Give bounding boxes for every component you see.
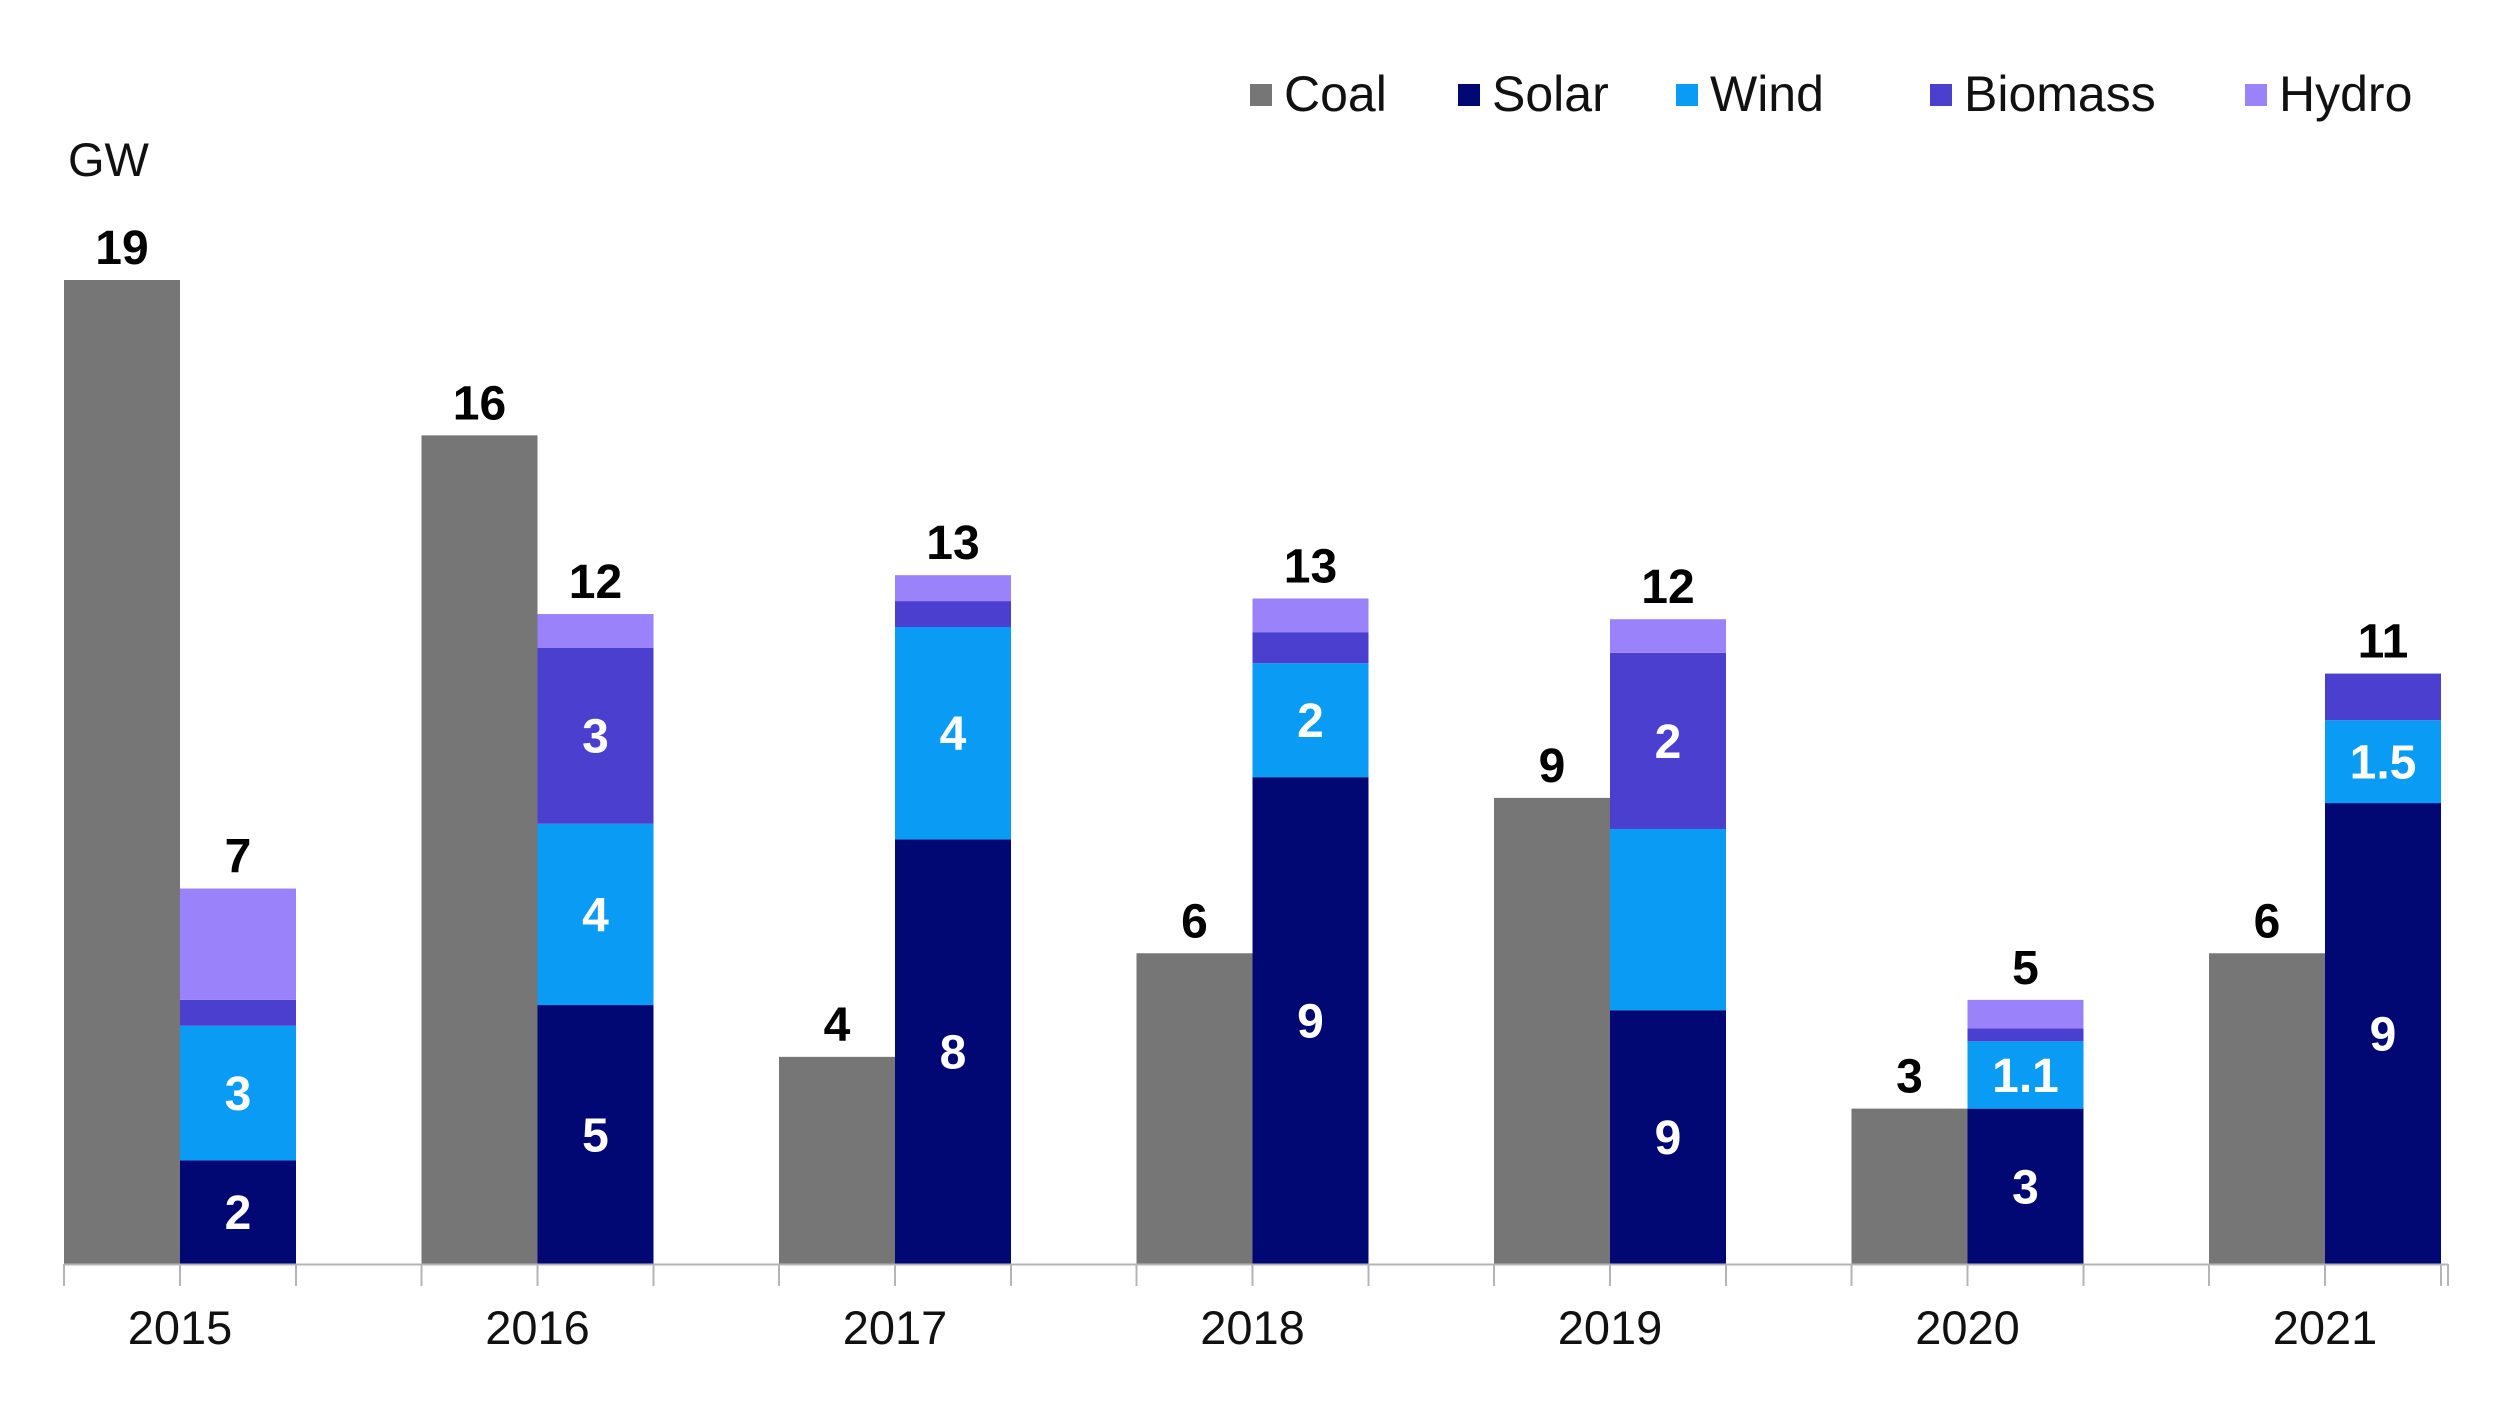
label-coal-2015: 19 <box>95 222 148 275</box>
label-biomass-2016: 3 <box>582 711 609 764</box>
label-solar-2017: 8 <box>940 1027 967 1080</box>
label-total-2019: 12 <box>1641 561 1694 614</box>
tick-label-2016: 2016 <box>485 1301 590 1354</box>
label-solar-2021: 9 <box>2370 1009 2397 1062</box>
bar-wind-2015 <box>180 1025 296 1161</box>
bar-hydro-2018 <box>1252 598 1369 633</box>
legend-swatch-wind <box>1676 84 1698 106</box>
bar-wind-2018 <box>1252 663 1369 778</box>
bar-hydro-2020 <box>1967 999 2084 1029</box>
bar-coal-2018 <box>1136 953 1253 1264</box>
label-coal-2016: 16 <box>453 377 506 430</box>
legend-label-wind: Wind <box>1710 66 1824 122</box>
legend-swatch-biomass <box>1930 84 1952 106</box>
x-axis: 2015 2016 2017 2018 2019 2020 2021 <box>63 1263 2449 1354</box>
bar-coal-2017 <box>779 1056 895 1264</box>
legend-label-solar: Solar <box>1492 66 1609 122</box>
y-unit-label: GW <box>68 133 150 186</box>
bar-wind-2019 <box>1610 828 1726 1011</box>
legend-label-hydro: Hydro <box>2279 66 2412 122</box>
label-total-2017: 13 <box>926 517 979 570</box>
legend-label-coal: Coal <box>1284 66 1387 122</box>
bar-coal-2021 <box>2209 953 2325 1264</box>
bar-coal-2015 <box>64 280 180 1264</box>
bar-coal-2016 <box>421 435 538 1264</box>
bar-biomass-2018 <box>1252 632 1369 664</box>
label-coal-2018: 6 <box>1181 895 1208 948</box>
label-coal-2019: 9 <box>1539 740 1566 793</box>
legend: Coal Solar Wind Biomass Hydro <box>1250 66 2412 122</box>
tick-label-2020: 2020 <box>1915 1301 2020 1354</box>
label-solar-2018: 9 <box>1297 996 1324 1049</box>
bar-solar-2020 <box>1967 1108 2084 1264</box>
legend-swatch-hydro <box>2245 84 2267 106</box>
bar-solar-2019 <box>1610 1010 1726 1264</box>
label-total-2020: 5 <box>2012 942 2039 995</box>
label-biomass-2019: 2 <box>1655 716 1682 769</box>
label-total-2016: 12 <box>569 556 622 609</box>
bar-wind-2017 <box>895 626 1011 840</box>
bar-hydro-2019 <box>1610 619 1726 653</box>
tick-label-2017: 2017 <box>843 1301 948 1354</box>
bar-biomass-2017 <box>895 601 1011 627</box>
bars: 19 2 3 7 16 5 4 3 12 4 8 4 13 6 9 2 13 9 9 2 12 3 3 1.1 5 6 9 1.5 11 <box>64 222 2441 1264</box>
bar-coal-2020 <box>1851 1108 1968 1264</box>
label-coal-2017: 4 <box>824 999 851 1052</box>
bar-biomass-2020 <box>1967 1028 2084 1042</box>
label-wind-2015: 3 <box>225 1068 252 1121</box>
legend-swatch-solar <box>1458 84 1480 106</box>
label-wind-2021: 1.5 <box>2350 737 2417 790</box>
label-total-2021: 11 <box>2358 616 2409 669</box>
label-total-2015: 7 <box>225 831 252 884</box>
legend-swatch-coal <box>1250 84 1272 106</box>
bar-biomass-2019 <box>1610 652 1726 829</box>
label-total-2018: 13 <box>1284 541 1337 594</box>
label-solar-2020: 3 <box>2012 1161 2039 1214</box>
bar-wind-2016 <box>537 823 654 1006</box>
tick-label-2019: 2019 <box>1558 1301 1663 1354</box>
legend-label-biomass: Biomass <box>1964 66 2156 122</box>
bar-wind-2021 <box>2325 720 2441 804</box>
bar-hydro-2015 <box>180 888 296 1000</box>
tick-label-2018: 2018 <box>1200 1301 1305 1354</box>
label-wind-2020: 1.1 <box>1992 1050 2059 1103</box>
bar-biomass-2015 <box>180 999 296 1026</box>
bar-solar-2018 <box>1252 777 1369 1264</box>
label-wind-2017: 4 <box>940 708 967 761</box>
bar-biomass-2021 <box>2325 673 2441 721</box>
tick-label-2021: 2021 <box>2273 1301 2378 1354</box>
label-wind-2018: 2 <box>1297 695 1324 748</box>
bar-solar-2021 <box>2325 803 2441 1264</box>
bar-hydro-2017 <box>895 575 1011 602</box>
bar-biomass-2016 <box>537 647 654 824</box>
label-solar-2016: 5 <box>582 1110 609 1163</box>
label-solar-2019: 9 <box>1655 1112 1682 1165</box>
bar-hydro-2016 <box>537 614 654 648</box>
bar-coal-2019 <box>1494 797 1610 1264</box>
label-coal-2020: 3 <box>1896 1051 1923 1104</box>
bar-solar-2017 <box>895 839 1011 1264</box>
bar-wind-2020 <box>1967 1041 2084 1109</box>
label-solar-2015: 2 <box>225 1187 252 1240</box>
bar-solar-2016 <box>537 1005 654 1264</box>
tick-label-2015: 2015 <box>128 1301 233 1354</box>
label-coal-2021: 6 <box>2254 895 2281 948</box>
bar-solar-2015 <box>180 1160 296 1264</box>
label-wind-2016: 4 <box>582 889 609 942</box>
